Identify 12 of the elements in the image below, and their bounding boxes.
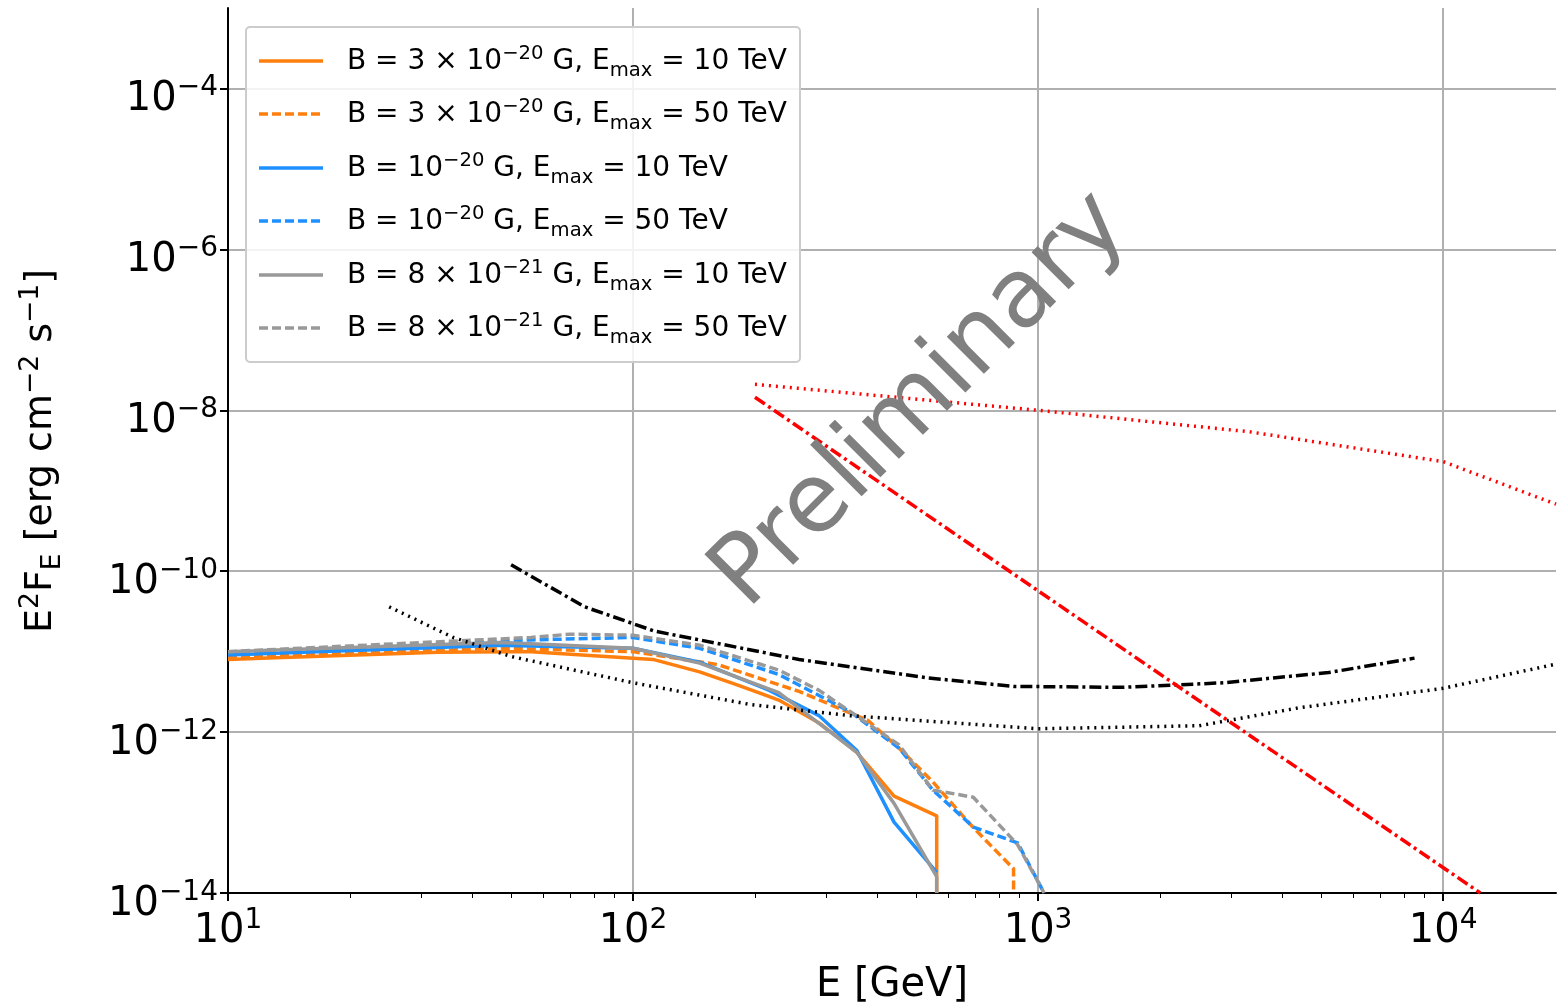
y-tick-label: 10$^{−4}$ (125, 69, 218, 120)
legend-label: B = 10$^{−20}$ G, E$_{max}$ = 10 TeV (347, 147, 728, 188)
x-tick-label: 10$^{2}$ (598, 902, 668, 952)
y-tick-label: 10$^{−6}$ (125, 230, 218, 281)
y-tick-label: 10$^{−8}$ (125, 391, 218, 441)
x-tick-label: 10$^{4}$ (1408, 902, 1478, 952)
x-tick-label: 10$^{3}$ (1003, 902, 1073, 952)
legend-label: B = 3 × 10$^{−20}$ G, E$_{max}$ = 50 TeV (347, 94, 787, 135)
y-tick-label: 10$^{−10}$ (108, 552, 218, 602)
x-axis-title: E [GeV] (815, 959, 969, 1005)
y-tick-label: 10$^{−12}$ (108, 713, 218, 763)
legend-label: B = 3 × 10$^{−20}$ G, E$_{max}$ = 10 TeV (347, 40, 787, 81)
